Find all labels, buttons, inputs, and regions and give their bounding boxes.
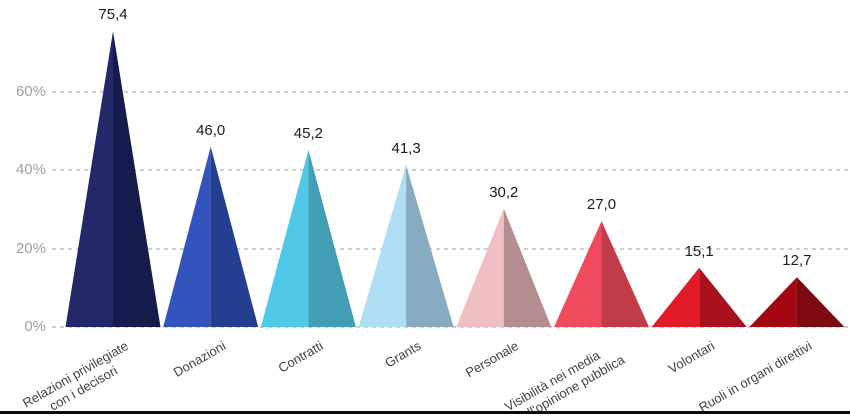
triangle-right-face[interactable] <box>796 277 845 327</box>
category-label: Relazioni privilegiate con i decisori <box>19 338 131 411</box>
triangle-bar[interactable] <box>749 277 845 327</box>
category-label: Contratti <box>275 338 326 376</box>
triangle-left-face[interactable] <box>749 277 797 327</box>
triangle-left-face[interactable] <box>456 208 504 327</box>
category-label: Donazioni <box>170 338 229 380</box>
category-label: Personale <box>463 338 522 381</box>
category-label: Grants <box>382 338 424 371</box>
triangle-right-face[interactable] <box>210 146 259 327</box>
triangle-left-face[interactable] <box>65 31 114 327</box>
triangle-bar[interactable] <box>260 149 356 327</box>
triangle-bar[interactable] <box>651 267 747 327</box>
category-label: Volontari <box>665 338 717 377</box>
triangle-right-face[interactable] <box>699 267 747 327</box>
triangle-bar[interactable] <box>163 146 259 327</box>
triangle-bar[interactable] <box>554 221 649 327</box>
triangle-bar[interactable] <box>358 165 454 327</box>
triangle-left-face[interactable] <box>554 221 602 327</box>
triangle-right-face[interactable] <box>308 149 356 327</box>
triangle-left-face[interactable] <box>260 149 309 327</box>
triangle-right-face[interactable] <box>503 208 552 327</box>
triangle-left-face[interactable] <box>651 267 700 327</box>
triangle-right-face[interactable] <box>113 31 161 327</box>
triangle-right-face[interactable] <box>406 165 454 327</box>
triangle-bar[interactable] <box>456 208 552 327</box>
triangle-left-face[interactable] <box>163 146 211 327</box>
triangle-right-face[interactable] <box>601 221 650 327</box>
triangle-left-face[interactable] <box>358 165 407 327</box>
bottom-rule <box>0 411 850 414</box>
triangle-bar[interactable] <box>65 31 161 327</box>
